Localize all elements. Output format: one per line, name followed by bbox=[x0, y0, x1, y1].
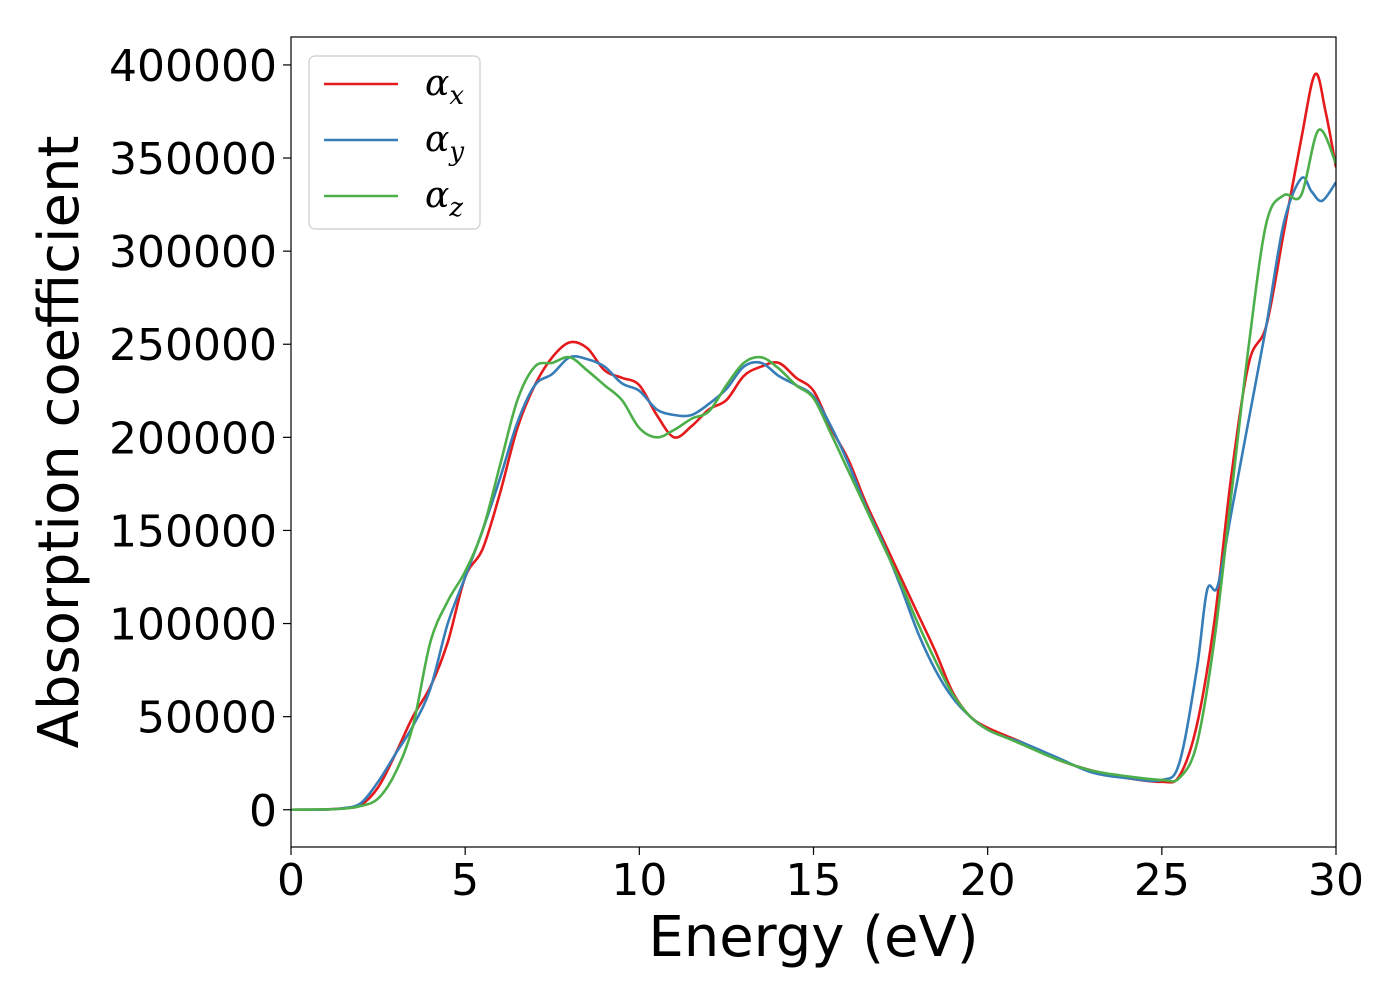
x-axis: 0 5 10 15 20 25 30 bbox=[277, 847, 1364, 906]
x-tick-label: 25 bbox=[1134, 855, 1190, 906]
y-tick-label: 250000 bbox=[109, 320, 277, 371]
x-tick-label: 20 bbox=[960, 855, 1016, 906]
y-tick-label: 50000 bbox=[137, 693, 277, 744]
x-tick-label: 15 bbox=[786, 855, 842, 906]
legend-label-y: αy bbox=[425, 119, 464, 167]
x-axis-title: Energy (eV) bbox=[648, 905, 978, 970]
y-tick-label: 350000 bbox=[109, 134, 277, 185]
legend: αx αy αz bbox=[308, 55, 481, 230]
series-line-y bbox=[291, 176, 1336, 812]
series-line-x bbox=[291, 72, 1336, 812]
series-lines bbox=[291, 72, 1336, 812]
y-axis: 0 50000 100000 150000 200000 250000 300000 3500… bbox=[109, 41, 291, 837]
x-tick-label: 30 bbox=[1308, 855, 1364, 906]
y-tick-label: 100000 bbox=[109, 600, 277, 651]
legend-label-x: αx bbox=[425, 63, 464, 111]
y-tick-label: 300000 bbox=[109, 227, 277, 278]
x-tick-label: 10 bbox=[611, 855, 667, 906]
legend-box bbox=[308, 55, 481, 230]
x-tick-label: 5 bbox=[451, 855, 479, 906]
series-line-z bbox=[291, 128, 1336, 812]
legend-label-z: αz bbox=[425, 175, 463, 223]
y-tick-label: 0 bbox=[249, 786, 277, 837]
y-axis-title: Absorption coefficient bbox=[27, 136, 92, 749]
y-tick-label: 400000 bbox=[109, 41, 277, 92]
y-tick-label: 200000 bbox=[109, 413, 277, 464]
y-tick-label: 150000 bbox=[109, 506, 277, 557]
x-tick-label: 0 bbox=[277, 855, 305, 906]
